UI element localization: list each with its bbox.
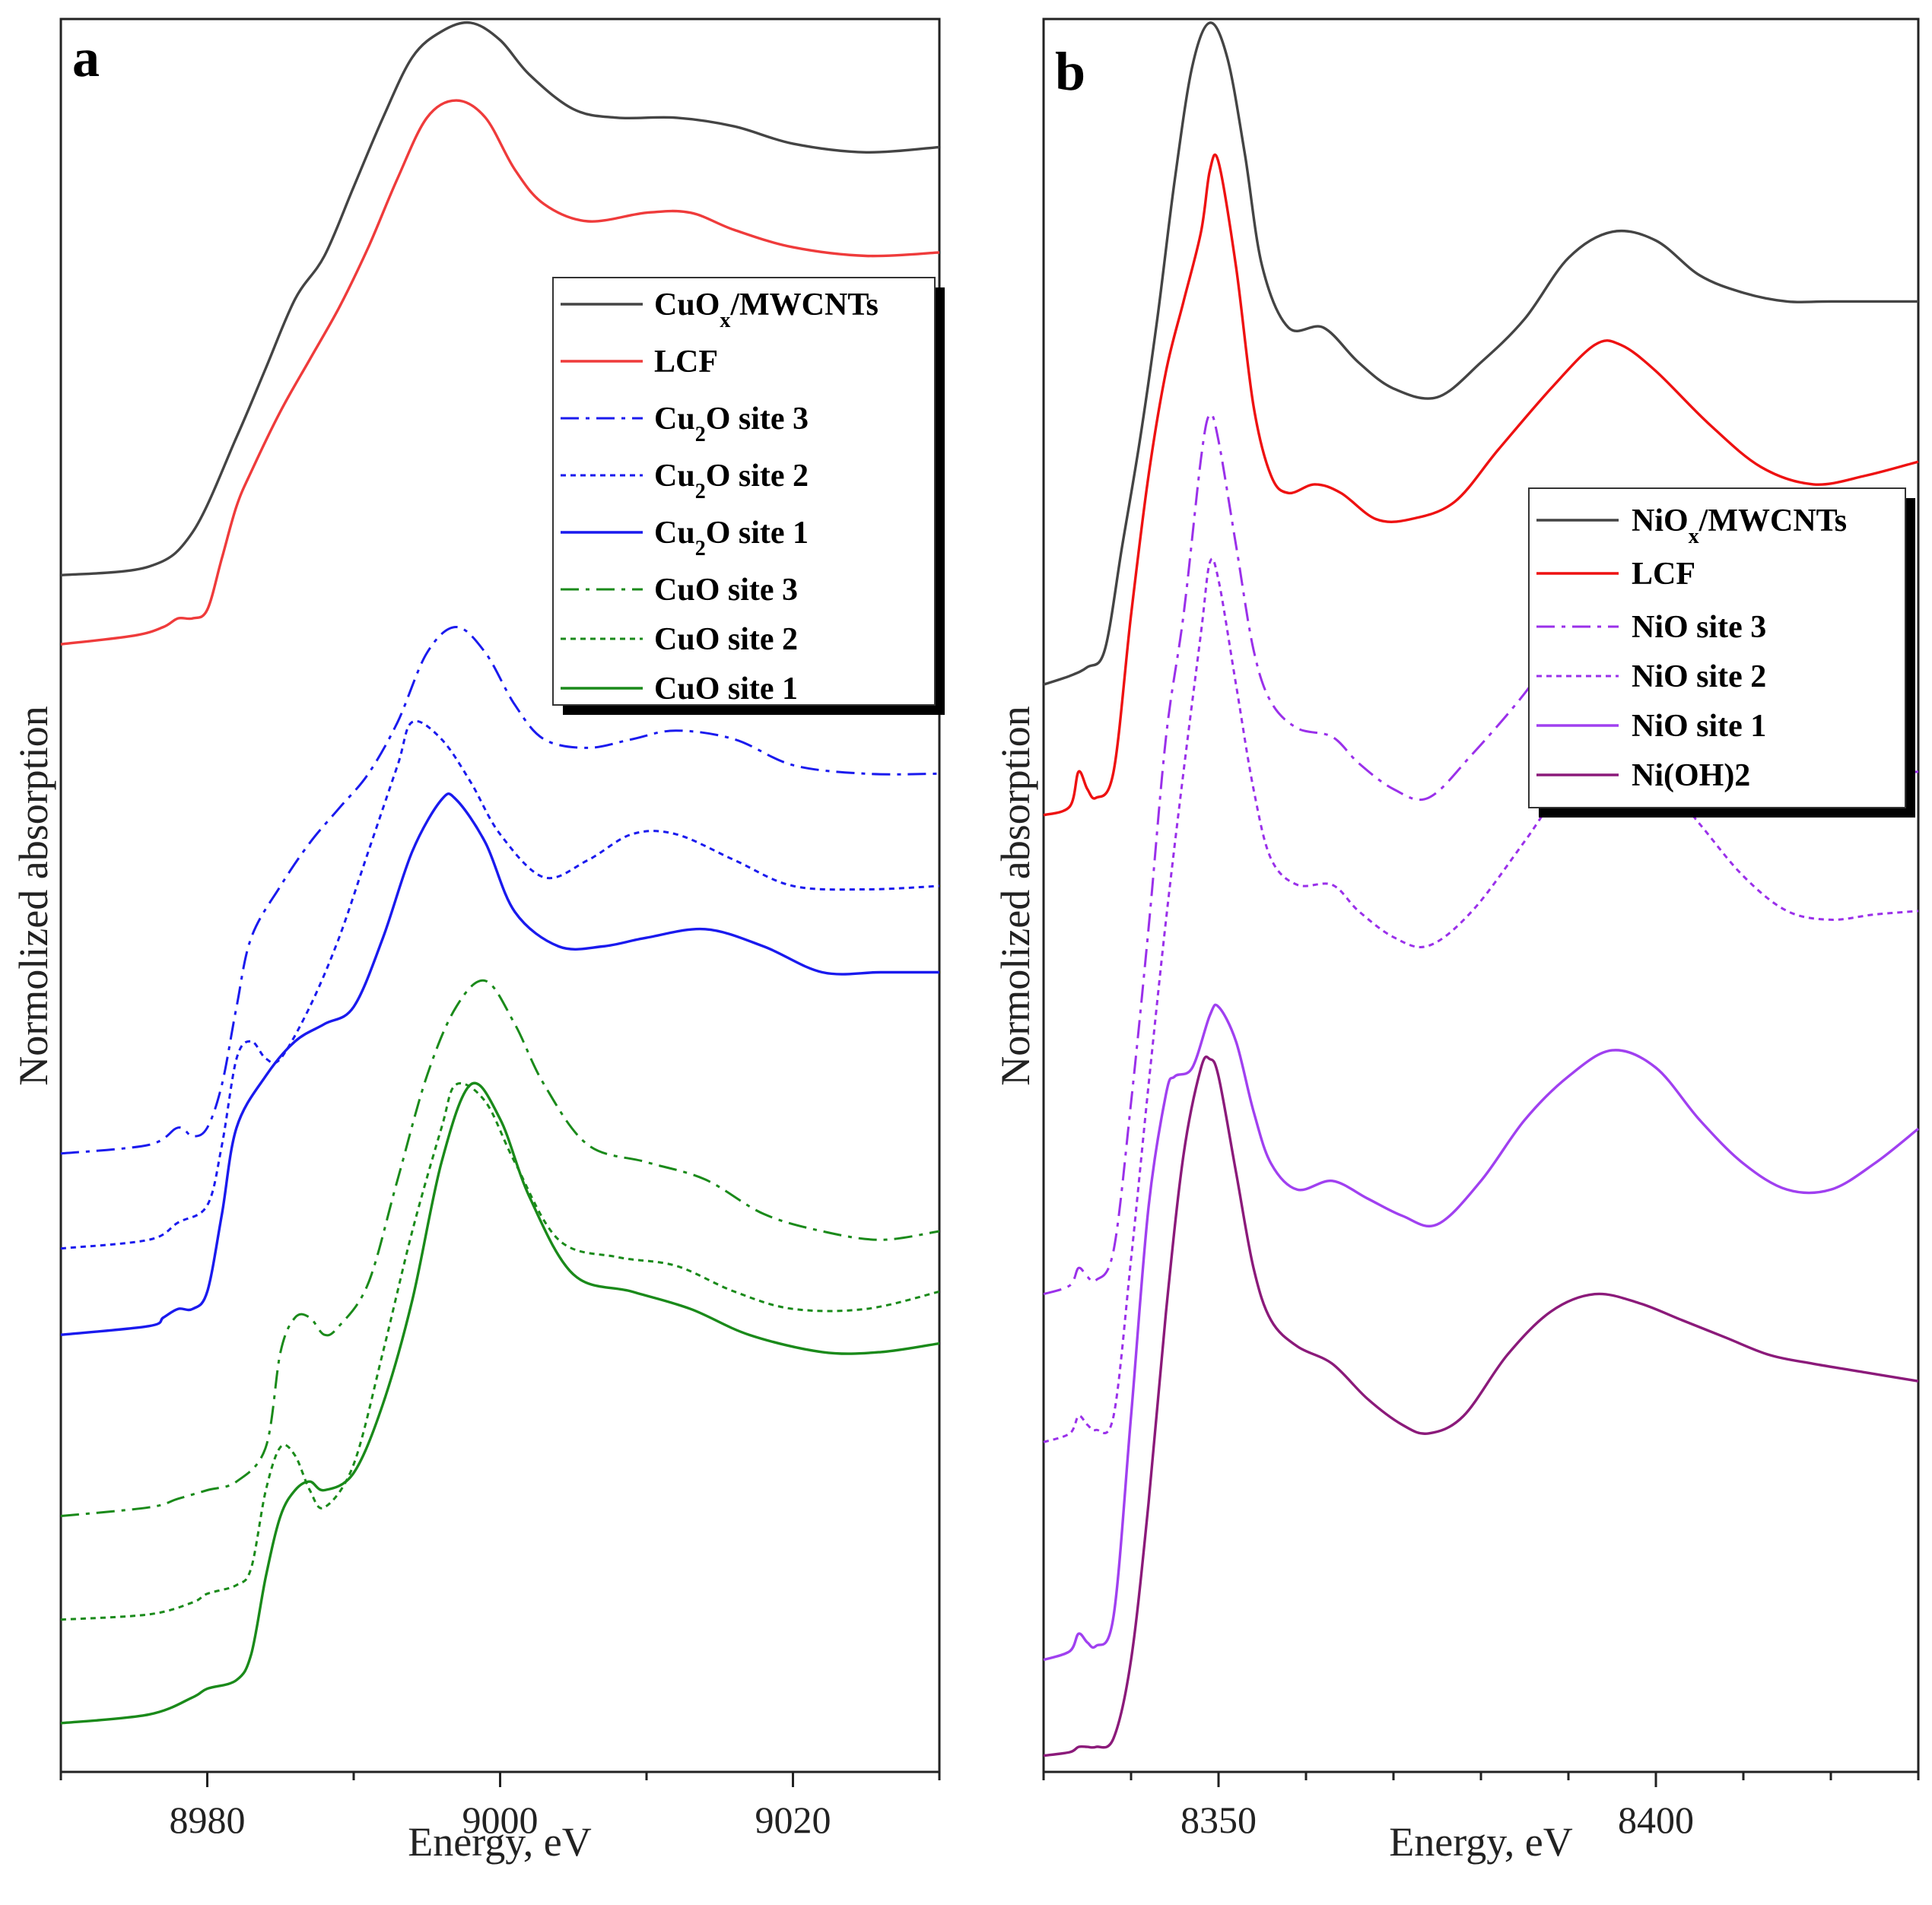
panel-a: a 8980 9000 9020 Energy, eV Normolized abs… (11, 17, 945, 1865)
panel-b-xlabel: Energy, eV (1389, 1819, 1572, 1865)
panel-b-letter: b (1055, 41, 1085, 102)
panel-b-legend-label: Ni(OH)2 (1632, 758, 1750, 793)
panel-b-legend-label: NiO site 2 (1632, 659, 1766, 694)
panel-a-letter: a (72, 27, 100, 88)
panel-a-xlabel: Energy, eV (408, 1819, 591, 1865)
panel-a-legend-label: CuO site 3 (654, 573, 798, 608)
panel-b-legend-box (1528, 487, 1906, 808)
panel-a-tick-label: 9000 (462, 1799, 539, 1841)
panel-a-legend-label: Cu2O site 2 (654, 459, 809, 503)
panel-a-series-5 (60, 979, 940, 1517)
panel-a-legend-label: CuO site 2 (654, 622, 798, 657)
panel-b-tick-label: 8400 (1618, 1799, 1694, 1841)
panel-a-legend-box (552, 277, 936, 706)
panel-b-ticks: 8350 8400 (1042, 1772, 1920, 1841)
panel-b-legend-label: NiO site 1 (1632, 709, 1766, 744)
panel-a-tick-label: 8980 (170, 1799, 246, 1841)
panel-b-tick-label: 8350 (1180, 1799, 1257, 1841)
panel-b-legend: NiOx/MWCNTs LCF NiO site 3 NiO site 2 NiO si… (1528, 487, 1915, 818)
panel-a-series-7 (60, 1081, 940, 1725)
panel-a-legend-label: LCF (654, 344, 718, 379)
panel-b-legend-label: NiO site 3 (1632, 610, 1766, 645)
panel-a-legend-label: Cu2O site 3 (654, 402, 809, 446)
panel-a-legend: CuOx/MWCNTs LCF Cu2O site 3 Cu2O site 2 Cu2O… (552, 277, 945, 715)
panel-b-series-1 (1043, 153, 1919, 817)
panel-b-legend-label: LCF (1632, 557, 1695, 592)
panel-b-series-5 (1043, 1055, 1919, 1757)
panel-a-tick-label: 9020 (755, 1799, 831, 1841)
panel-a-curves (60, 21, 940, 1725)
panel-a-series-0 (60, 21, 940, 577)
panel-a-series-2 (60, 626, 940, 1155)
panel-b-series-4 (1043, 1003, 1920, 1662)
panel-a-legend-label: Cu2O site 1 (654, 516, 809, 560)
panel-b: b 8350 8400 Energy, eV Normolized absorpt… (993, 17, 1920, 1865)
panel-a-ticks: 8980 9000 9020 (59, 1772, 941, 1841)
panel-b-legend-label: NiOx/MWCNTs (1632, 503, 1847, 548)
panel-a-legend-label: CuO site 1 (654, 672, 798, 706)
panel-a-series-1 (60, 99, 940, 646)
panel-b-series-0 (1043, 21, 1918, 686)
panel-a-series-3 (60, 719, 940, 1250)
panel-a-legend-label: CuOx/MWCNTs (654, 287, 879, 332)
panel-a-ylabel: Normolized absorption (11, 706, 56, 1085)
panel-b-ylabel: Normolized absorption (993, 706, 1038, 1085)
panel-a-series-4 (60, 792, 939, 1336)
